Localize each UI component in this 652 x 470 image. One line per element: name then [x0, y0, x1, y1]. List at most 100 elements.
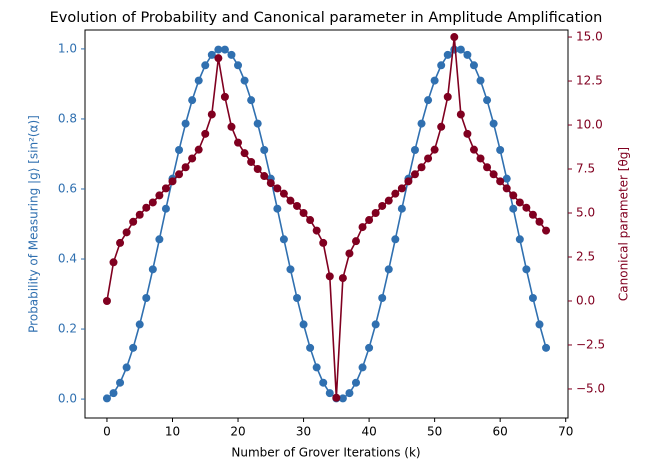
- point: [345, 389, 354, 398]
- point: [384, 265, 393, 274]
- point: [194, 145, 203, 154]
- point: [299, 320, 308, 329]
- point: [116, 238, 125, 247]
- point: [260, 146, 269, 155]
- point: [260, 172, 269, 181]
- y2ticks-label: −5.0: [576, 381, 605, 395]
- x-axis-label: Number of Grover Iterations (k): [231, 446, 420, 460]
- chart-title: Evolution of Probability and Canonical p…: [50, 10, 603, 26]
- x-tick-label: 10: [165, 425, 180, 439]
- point: [365, 343, 374, 352]
- point: [443, 50, 452, 59]
- point: [273, 184, 282, 193]
- point: [424, 96, 433, 105]
- point: [220, 45, 229, 54]
- point: [155, 191, 164, 200]
- point: [214, 45, 223, 54]
- point: [102, 296, 111, 305]
- point: [234, 61, 243, 70]
- yticks-label: 1.0: [58, 41, 77, 55]
- point: [247, 157, 256, 166]
- point: [201, 61, 210, 70]
- y2ticks-label: 12.5: [576, 74, 603, 88]
- point: [214, 54, 223, 63]
- point: [489, 170, 498, 179]
- point: [188, 154, 197, 163]
- series-line: [106, 48, 547, 400]
- y2ticks-label: 7.5: [576, 162, 595, 176]
- point: [410, 170, 419, 179]
- y2ticks-label: 5.0: [576, 206, 595, 220]
- point: [345, 249, 354, 258]
- point: [312, 363, 321, 372]
- point: [496, 146, 505, 155]
- point: [312, 226, 321, 235]
- point: [293, 293, 302, 302]
- point: [378, 201, 387, 210]
- point: [424, 154, 433, 163]
- point: [522, 265, 531, 274]
- point: [181, 119, 190, 128]
- point: [135, 320, 144, 329]
- point: [443, 92, 452, 101]
- point: [299, 209, 308, 218]
- point: [338, 274, 347, 283]
- point: [365, 216, 374, 225]
- point: [142, 203, 151, 212]
- point: [201, 129, 210, 138]
- point: [319, 378, 328, 387]
- point: [142, 293, 151, 302]
- point: [351, 237, 360, 246]
- point: [220, 92, 229, 101]
- point: [463, 50, 472, 59]
- point: [463, 129, 472, 138]
- y2ticks-label: 15.0: [576, 30, 603, 44]
- point: [476, 154, 485, 163]
- point: [116, 378, 125, 387]
- point: [456, 45, 465, 54]
- point: [207, 50, 216, 59]
- x-tick-label: 30: [296, 425, 311, 439]
- point: [509, 204, 518, 213]
- x-tick-label: 0: [103, 425, 111, 439]
- point: [161, 204, 170, 213]
- y2ticks-label: −2.5: [576, 337, 605, 351]
- point: [148, 198, 157, 207]
- point: [194, 76, 203, 85]
- point: [306, 343, 315, 352]
- point: [122, 363, 131, 372]
- point: [247, 96, 256, 105]
- point: [397, 184, 406, 193]
- yticks-label: 0.6: [58, 181, 77, 195]
- point: [148, 265, 157, 274]
- point: [168, 177, 177, 186]
- point: [378, 293, 387, 302]
- point: [227, 122, 236, 131]
- point: [175, 146, 184, 155]
- point: [489, 119, 498, 128]
- point: [273, 204, 282, 213]
- point: [417, 163, 426, 172]
- point: [358, 223, 367, 232]
- x-tick-label: 50: [427, 425, 442, 439]
- point: [469, 145, 478, 154]
- point: [240, 76, 249, 85]
- point: [515, 235, 524, 244]
- point: [391, 189, 400, 198]
- point: [207, 110, 216, 119]
- point: [253, 119, 262, 128]
- point: [306, 216, 315, 225]
- point: [338, 394, 347, 403]
- point: [109, 258, 118, 267]
- point: [456, 110, 465, 119]
- point: [234, 138, 243, 147]
- point: [515, 198, 524, 207]
- y2ticks-label: 0.0: [576, 293, 595, 307]
- point: [109, 389, 118, 398]
- point: [135, 210, 144, 219]
- y2-axis-label: Canonical parameter [θg]: [617, 147, 631, 301]
- point: [358, 363, 367, 372]
- point: [332, 393, 341, 402]
- point: [417, 119, 426, 128]
